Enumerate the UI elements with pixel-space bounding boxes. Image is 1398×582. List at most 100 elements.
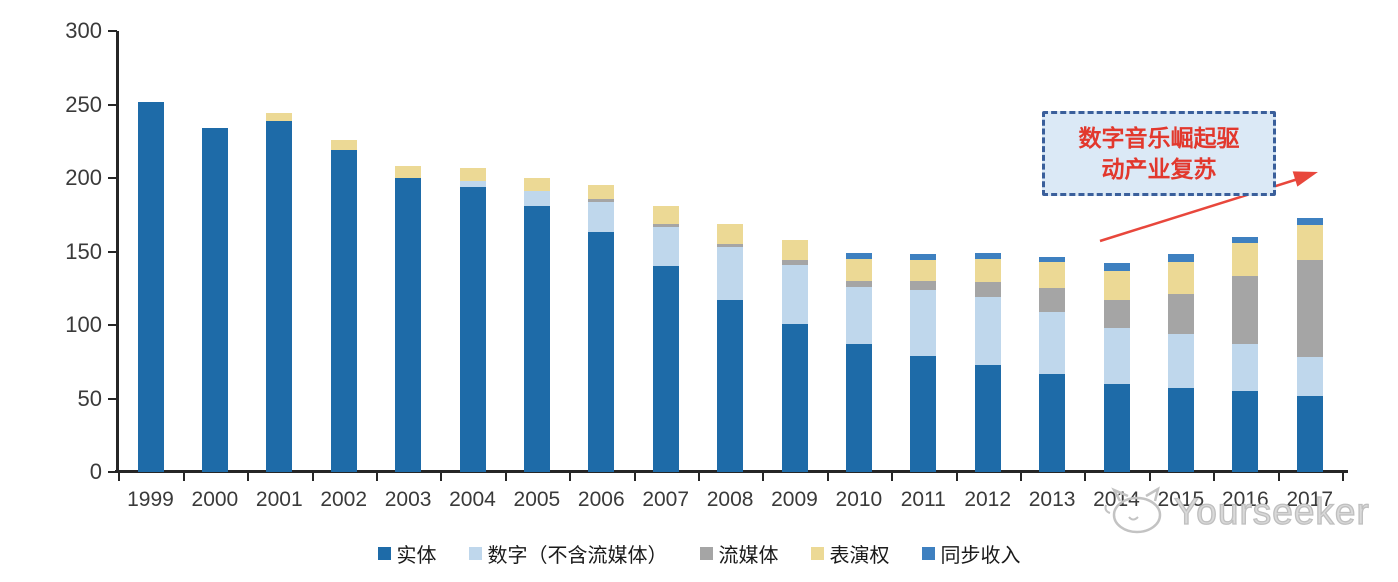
- legend-item: 数字（不含流媒体）: [468, 539, 668, 568]
- legend-item: 实体: [377, 539, 437, 568]
- watermark-brand: Yourseeker: [1173, 491, 1370, 532]
- x-tick-label: 2003: [384, 488, 432, 511]
- legend: 实体 数字（不含流媒体） 流媒体 表演权 同步收入: [0, 539, 1398, 568]
- y-axis-line: [116, 31, 119, 473]
- x-tick: [1148, 473, 1151, 481]
- bar-segment: [459, 180, 486, 187]
- bar-segment: [330, 150, 357, 472]
- bar-segment: [910, 254, 937, 261]
- bar-segment: [652, 226, 679, 267]
- bar-segment: [588, 232, 615, 472]
- bar-segment: [717, 244, 744, 248]
- bar-segment: [1167, 294, 1194, 334]
- bar-segment: [1296, 260, 1323, 358]
- bar-segment: [652, 223, 679, 227]
- x-tick-label: 2009: [771, 488, 818, 511]
- x-tick: [504, 473, 507, 481]
- y-tick: [108, 397, 117, 400]
- x-tick: [375, 473, 378, 481]
- bar-segment: [395, 178, 422, 472]
- x-tick: [1213, 473, 1216, 481]
- bar-segment: [1039, 311, 1066, 374]
- y-tick-label: 50: [77, 385, 102, 411]
- x-tick: [247, 473, 250, 481]
- bar-segment: [523, 205, 550, 472]
- y-tick-label: 150: [65, 238, 102, 264]
- x-tick: [891, 473, 894, 481]
- bar-segment: [266, 120, 293, 472]
- legend-swatch: [468, 547, 482, 560]
- bar-segment: [845, 344, 872, 472]
- x-tick: [182, 473, 185, 481]
- legend-item-label: 表演权: [829, 545, 890, 567]
- bar-segment: [137, 101, 164, 472]
- bar-segment: [845, 252, 872, 259]
- legend-item-label: 流媒体: [718, 545, 779, 567]
- bar-segment: [1232, 391, 1259, 472]
- bar-segment: [781, 264, 808, 324]
- legend-item-label: 同步收入: [940, 545, 1021, 567]
- bar-segment: [910, 355, 937, 472]
- bar-segment: [652, 205, 679, 224]
- bar-segment: [588, 185, 615, 199]
- bar-segment: [1296, 395, 1323, 472]
- x-tick-label: 2013: [1028, 488, 1076, 511]
- x-tick-label: 2002: [320, 488, 368, 511]
- bar-segment: [1103, 327, 1130, 384]
- bar-segment: [1039, 373, 1066, 472]
- x-tick-label: 2007: [642, 488, 690, 511]
- x-tick-label: 2015: [1157, 488, 1205, 511]
- y-tick: [108, 324, 117, 326]
- bar-segment: [845, 258, 872, 281]
- bar-segment: [266, 113, 293, 121]
- bar-segment: [845, 286, 872, 345]
- bar-segment: [1167, 388, 1194, 472]
- bar-segment: [1232, 236, 1259, 243]
- x-tick-label: 2017: [1286, 488, 1334, 511]
- legend-item: 同步收入: [921, 539, 1021, 568]
- bar-segment: [717, 300, 744, 472]
- y-tick: [108, 103, 117, 106]
- y-tick: [108, 250, 117, 253]
- bar-segment: [1167, 333, 1194, 389]
- y-tick-label: 250: [65, 91, 102, 117]
- x-tick-label: 2001: [255, 488, 303, 511]
- bar-segment: [330, 139, 357, 151]
- bar-segment: [588, 201, 615, 233]
- bar-segment: [1232, 242, 1259, 277]
- legend-swatch: [810, 547, 824, 560]
- annotation-box: 数字音乐崛起驱 动产业复苏: [1042, 111, 1276, 196]
- y-tick: [108, 30, 117, 32]
- x-tick: [697, 473, 700, 481]
- bar-segment: [974, 297, 1001, 365]
- x-tick-label: 2004: [449, 488, 496, 511]
- y-tick-label: 200: [65, 165, 102, 190]
- x-tick-label: 2011: [900, 488, 946, 511]
- bar-segment: [588, 198, 615, 202]
- x-tick-label: 1999: [127, 488, 174, 511]
- legend-swatch: [699, 547, 713, 560]
- bar-segment: [1232, 344, 1259, 392]
- bar-segment: [523, 178, 550, 192]
- y-tick: [108, 177, 117, 179]
- bar-segment: [974, 364, 1001, 472]
- bar-segment: [717, 223, 744, 245]
- bar-segment: [845, 280, 872, 287]
- bar-segment: [781, 323, 808, 472]
- bar-segment: [910, 289, 937, 356]
- x-tick-label: 2006: [577, 488, 625, 511]
- bar-segment: [717, 247, 744, 300]
- bar-segment: [781, 260, 808, 265]
- bar-segment: [459, 186, 486, 472]
- y-tick-label: 100: [65, 312, 102, 337]
- x-tick: [633, 473, 636, 481]
- bar-segment: [459, 167, 486, 181]
- x-tick-label: 2005: [513, 488, 561, 511]
- bar-segment: [1039, 257, 1066, 262]
- bar-segment: [395, 166, 422, 178]
- bar-segment: [910, 280, 937, 290]
- bar-segment: [1167, 261, 1194, 295]
- x-tick-label: 2008: [706, 488, 754, 511]
- legend-item: 流媒体: [699, 539, 779, 568]
- x-tick-label: 2010: [835, 488, 883, 511]
